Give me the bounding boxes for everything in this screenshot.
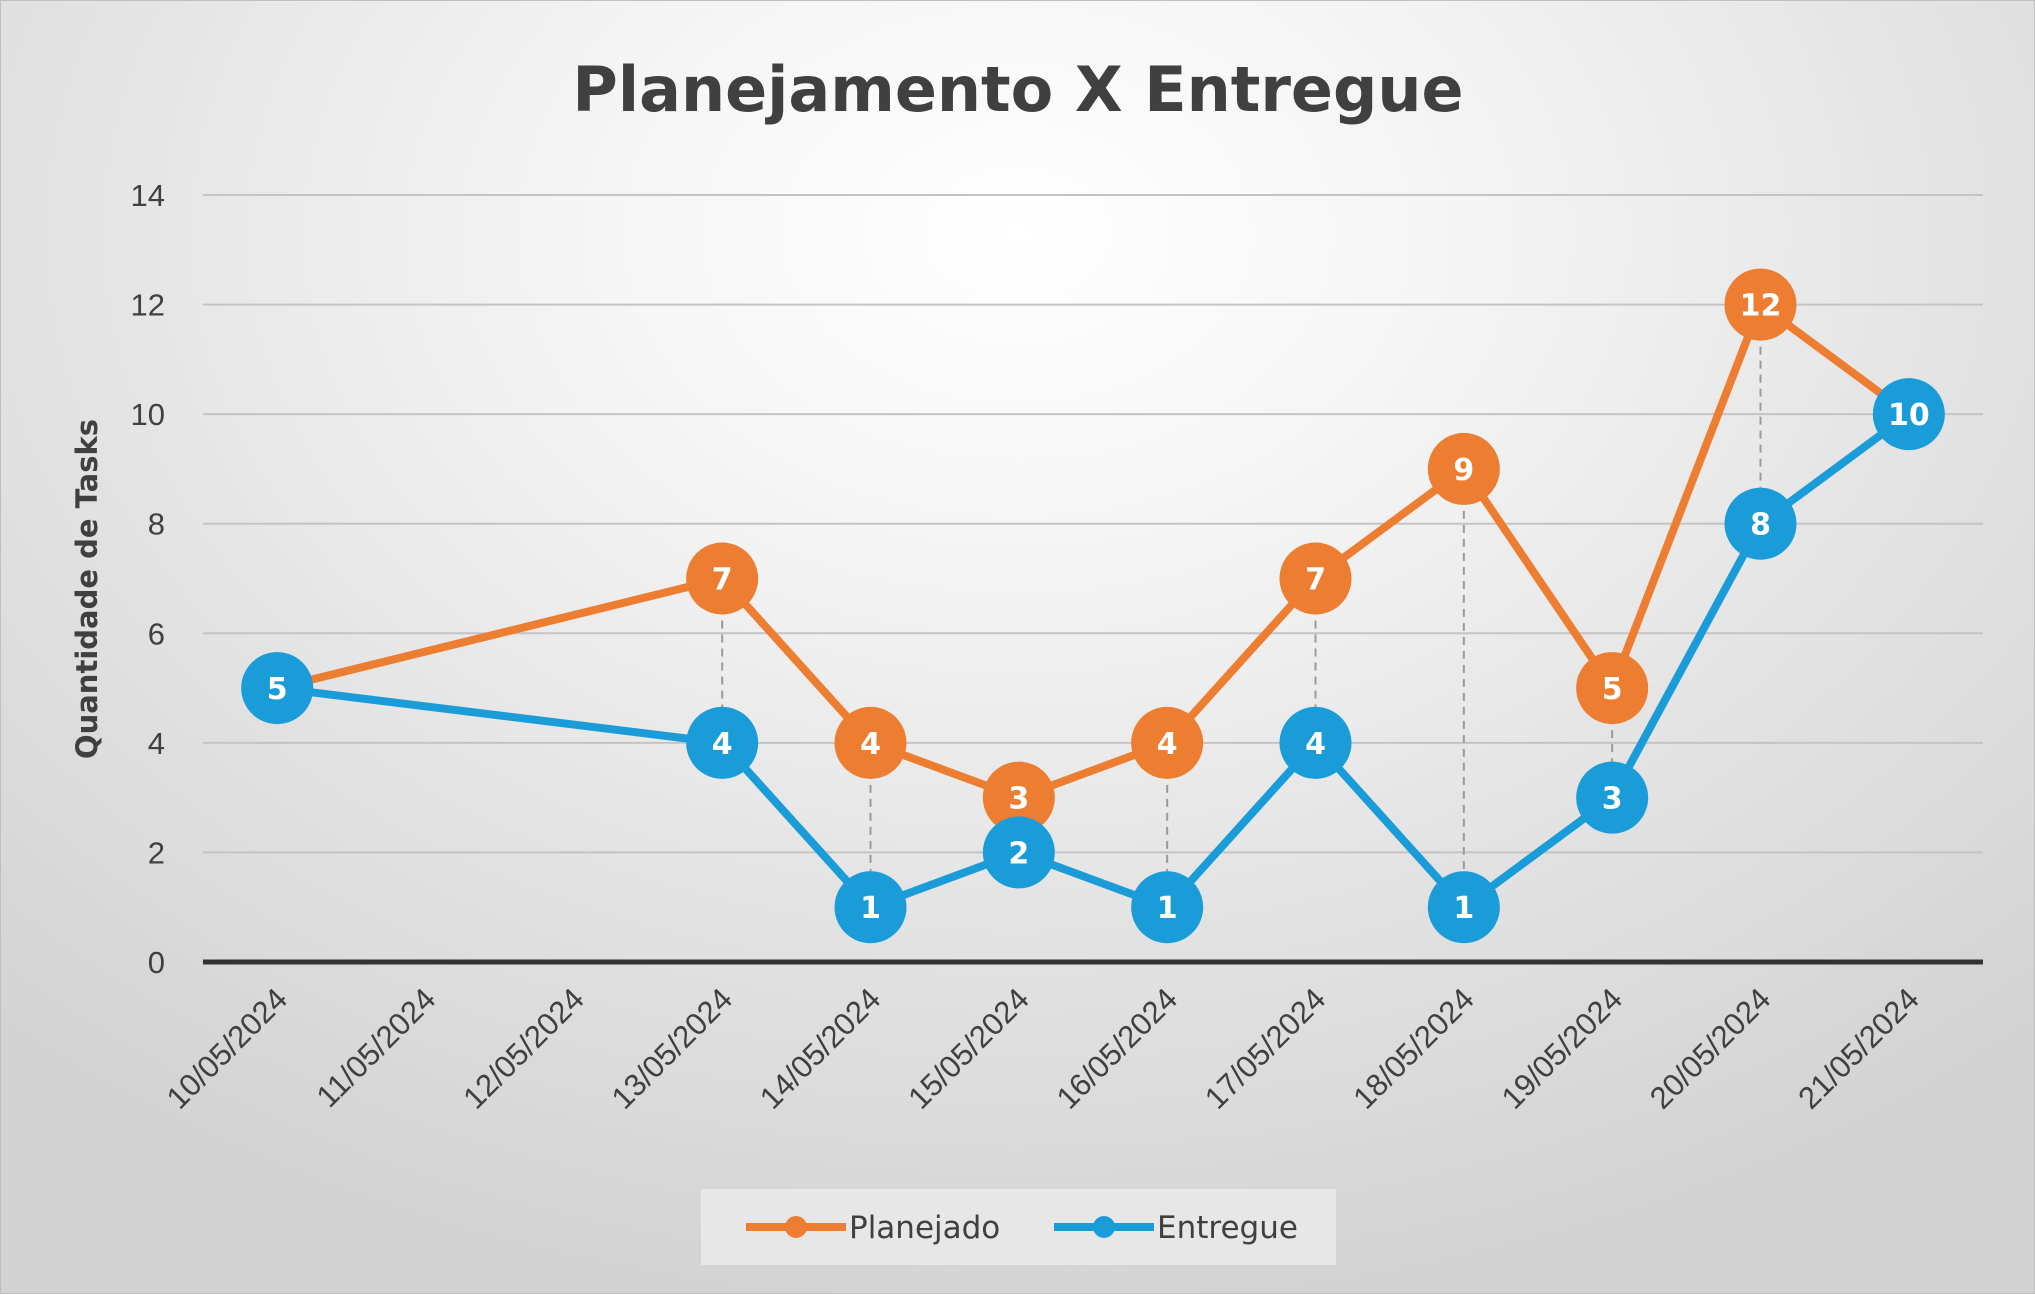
y-tick-label: 10 [131, 397, 165, 432]
y-axis-label: Quantidade de Tasks [70, 419, 104, 759]
data-point-entregue [1427, 871, 1500, 944]
legend-label-planejado: Planejado [849, 1210, 1000, 1246]
data-label-planejado: 9 [1453, 453, 1474, 488]
y-tick-label: 8 [148, 507, 165, 542]
x-tick-label: 16/05/2024 [1050, 981, 1184, 1115]
data-point-entregue [686, 706, 759, 779]
legend-marker-planejado [785, 1216, 807, 1238]
y-tick-label: 14 [131, 178, 165, 213]
y-tick-label: 2 [148, 835, 165, 870]
data-point-planejado [1576, 652, 1649, 725]
data-point-entregue [1131, 871, 1204, 944]
data-label-planejado: 5 [1602, 672, 1623, 707]
data-label-entregue: 4 [712, 727, 733, 762]
series-line-entregue [276, 410, 1912, 912]
data-point-planejado [1427, 432, 1500, 505]
x-axis-ticks: 10/05/2024 11/05/2024 12/05/2024 13/05/2024… [160, 981, 1926, 1115]
x-tick-label: 19/05/2024 [1495, 981, 1629, 1115]
series-line-planejado [276, 300, 1912, 802]
data-label-entregue: 1 [860, 891, 881, 926]
data-point-entregue [1872, 378, 1945, 451]
data-point-entregue [241, 652, 314, 725]
x-tick-label: 21/05/2024 [1791, 981, 1925, 1115]
data-label-planejado: 4 [1157, 727, 1178, 762]
x-tick-label: 14/05/2024 [753, 981, 887, 1115]
x-tick-label: 15/05/2024 [901, 981, 1035, 1115]
y-tick-label: 6 [148, 616, 165, 651]
data-label-planejado: 12 [1740, 289, 1782, 324]
data-label-entregue: 10 [1888, 398, 1930, 433]
data-label-planejado: 7 [712, 563, 733, 598]
data-label-entregue: 1 [1453, 891, 1474, 926]
x-tick-label: 18/05/2024 [1346, 981, 1480, 1115]
x-tick-label: 13/05/2024 [605, 981, 739, 1115]
data-point-planejado [686, 542, 759, 615]
data-label-entregue: 5 [267, 672, 288, 707]
data-point-planejado [1724, 268, 1797, 341]
data-label-planejado: 4 [860, 727, 881, 762]
data-label-planejado: 7 [1305, 563, 1326, 598]
y-tick-label: 12 [131, 288, 165, 323]
y-tick-label: 4 [148, 726, 165, 761]
x-tick-label: 12/05/2024 [456, 981, 590, 1115]
y-tick-label: 0 [148, 945, 165, 980]
data-point-planejado [982, 761, 1055, 834]
data-label-entregue: 8 [1750, 508, 1771, 543]
legend-marker-entregue [1093, 1216, 1115, 1238]
data-label-entregue: 4 [1305, 727, 1326, 762]
data-point-planejado [1131, 706, 1204, 779]
data-label-entregue: 1 [1157, 891, 1178, 926]
legend: Planejado Entregue [701, 1189, 1336, 1265]
x-tick-label: 17/05/2024 [1198, 981, 1332, 1115]
y-axis-ticks: 0 2 4 6 8 10 12 14 [131, 178, 165, 980]
x-tick-label: 20/05/2024 [1643, 981, 1777, 1115]
chart-title: Planejamento X Entregue [572, 53, 1463, 126]
gridlines [203, 194, 1983, 965]
series-lines [276, 300, 1912, 912]
x-tick-label: 10/05/2024 [160, 981, 294, 1115]
data-point-entregue [1724, 487, 1797, 560]
data-point-entregue [1279, 706, 1352, 779]
data-point-entregue [982, 816, 1055, 889]
data-point-planejado [1279, 542, 1352, 615]
data-point-entregue [834, 871, 907, 944]
data-label-entregue: 3 [1602, 782, 1623, 817]
data-point-entregue [1576, 761, 1649, 834]
data-label-entregue: 2 [1008, 836, 1029, 871]
x-tick-label: 11/05/2024 [310, 981, 443, 1114]
data-label-planejado: 3 [1008, 782, 1029, 817]
data-point-planejado [834, 706, 907, 779]
legend-label-entregue: Entregue [1157, 1210, 1298, 1246]
